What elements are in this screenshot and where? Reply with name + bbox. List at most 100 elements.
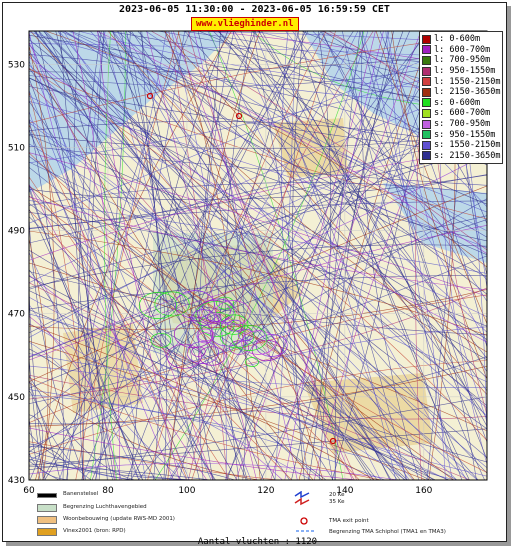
flight-track bbox=[42, 31, 432, 480]
flight-track bbox=[29, 188, 164, 480]
legend-label: s: 0-600m bbox=[434, 97, 481, 108]
flight-track bbox=[104, 31, 117, 480]
flight-track bbox=[29, 153, 487, 357]
tma-boundary-icon bbox=[296, 530, 314, 532]
flight-track bbox=[29, 219, 487, 389]
flight-track bbox=[112, 31, 167, 480]
flight-track bbox=[29, 432, 134, 480]
flight-track bbox=[90, 31, 126, 480]
flight-loop bbox=[196, 328, 215, 342]
flight-track bbox=[55, 31, 238, 480]
x-tick-label: 160 bbox=[415, 486, 432, 493]
flight-track bbox=[29, 111, 187, 480]
legend-item: l: 700-950m bbox=[422, 55, 502, 66]
flight-loop bbox=[173, 320, 214, 348]
flight-track bbox=[29, 35, 147, 480]
flight-track bbox=[170, 31, 410, 480]
flight-track bbox=[29, 443, 69, 480]
flight-track bbox=[140, 31, 264, 480]
key-vinex: Vinex2001 (bron: RPD) bbox=[63, 528, 126, 534]
y-tick-label: 430 bbox=[8, 476, 25, 486]
legend-label: s: 2150-3650m bbox=[434, 150, 501, 161]
flight-track bbox=[29, 230, 487, 336]
flight-track bbox=[29, 460, 71, 480]
flight-track bbox=[29, 456, 205, 480]
flight-track bbox=[75, 31, 180, 480]
tma-exit-icon bbox=[300, 517, 308, 525]
flight-track bbox=[81, 31, 105, 480]
flight-loop bbox=[255, 334, 288, 357]
legend-item: l: 600-700m bbox=[422, 45, 502, 56]
map-key: Banenstelsel Begrenzing Luchthavengebied… bbox=[33, 491, 488, 541]
flight-track bbox=[58, 31, 469, 480]
legend-label: s: 600-700m bbox=[434, 108, 491, 119]
flight-track bbox=[29, 289, 487, 330]
flight-track bbox=[359, 31, 487, 443]
flight-track bbox=[98, 31, 374, 480]
flight-track bbox=[308, 31, 332, 480]
key-runways: Banenstelsel bbox=[63, 491, 99, 497]
urban-area bbox=[63, 323, 143, 413]
key-35ke: 35 Ke bbox=[329, 499, 345, 505]
flight-loop bbox=[219, 323, 255, 349]
flight-track bbox=[334, 31, 437, 480]
x-tick-label: 120 bbox=[257, 486, 274, 493]
flight-track bbox=[285, 31, 487, 346]
y-tick-label: 450 bbox=[8, 393, 25, 403]
site-badge[interactable]: www.vlieghinder.nl bbox=[191, 17, 299, 31]
legend-label: s: 700-950m bbox=[434, 119, 491, 130]
flight-track bbox=[98, 31, 131, 480]
flight-track bbox=[29, 42, 213, 480]
urban-swatch bbox=[37, 516, 57, 524]
key-tma-boundary: Begrenzing TMA Schiphol (TMA1 en TMA3) bbox=[329, 529, 446, 535]
flight-loop bbox=[174, 290, 215, 319]
flight-track bbox=[83, 31, 359, 480]
flight-track bbox=[63, 31, 487, 333]
flight-track bbox=[164, 31, 324, 480]
flight-track bbox=[167, 31, 261, 480]
flight-track bbox=[112, 31, 487, 409]
flight-track bbox=[131, 31, 229, 480]
flight-track bbox=[44, 31, 479, 480]
flight-track bbox=[122, 31, 381, 480]
tma-exit-point bbox=[235, 112, 243, 120]
flight-track bbox=[187, 31, 357, 480]
flight-loop bbox=[207, 312, 222, 323]
flight-track bbox=[261, 31, 487, 427]
legend-label: l: 950-1550m bbox=[434, 66, 496, 77]
flight-track bbox=[29, 323, 312, 480]
flight-track bbox=[35, 31, 232, 480]
x-tick-label: 60 bbox=[23, 486, 35, 493]
flight-loop bbox=[219, 314, 249, 335]
flight-loop bbox=[195, 301, 236, 330]
flight-track bbox=[29, 68, 408, 480]
flight-track bbox=[292, 31, 487, 302]
flight-track bbox=[29, 309, 450, 480]
flight-track bbox=[361, 31, 446, 480]
flight-track bbox=[188, 31, 374, 480]
flight-track bbox=[391, 31, 487, 380]
flight-track bbox=[29, 44, 55, 480]
flight-track bbox=[29, 58, 44, 480]
legend-item: s: 700-950m bbox=[422, 119, 502, 130]
chart-frame: 530 510 490 470 450 430 60 80 100 120 140 160 2023… bbox=[2, 2, 507, 542]
flight-track bbox=[172, 31, 353, 480]
flight-track bbox=[240, 31, 407, 480]
flight-loop bbox=[216, 296, 234, 310]
legend-item: l: 950-1550m bbox=[422, 66, 502, 77]
legend-swatch bbox=[422, 45, 431, 55]
flight-track bbox=[29, 146, 487, 334]
plot-border bbox=[28, 30, 488, 481]
legend-item: s: 0-600m bbox=[422, 98, 502, 109]
flight-track bbox=[224, 31, 253, 480]
flight-track bbox=[120, 31, 214, 480]
flight-track bbox=[33, 31, 398, 480]
flight-track bbox=[235, 31, 376, 480]
legend-item: s: 950-1550m bbox=[422, 129, 502, 140]
flight-track bbox=[253, 31, 397, 480]
flight-track bbox=[212, 31, 487, 372]
flight-loop bbox=[166, 343, 202, 369]
flight-track bbox=[29, 186, 454, 480]
flight-track bbox=[29, 394, 386, 480]
flight-track bbox=[29, 269, 143, 480]
